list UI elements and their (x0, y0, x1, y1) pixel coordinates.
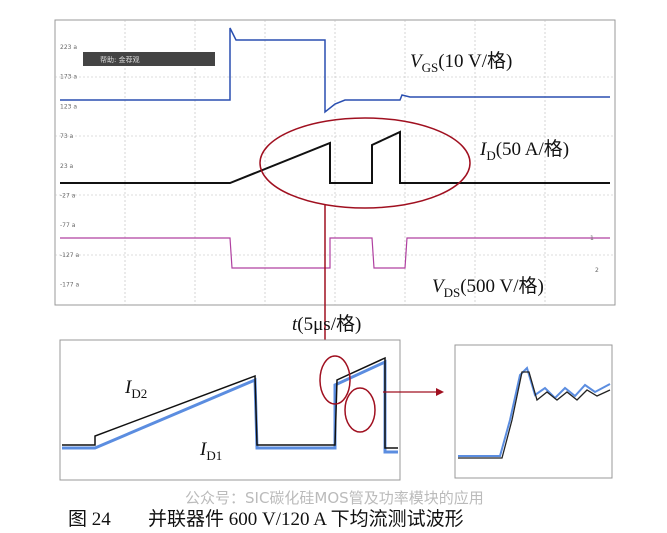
scale-label: -177 a (60, 282, 80, 289)
scale-label: -127 a (60, 252, 80, 259)
scale-label: -77 a (60, 222, 76, 229)
highlight-circle (319, 355, 351, 405)
scope-tag: 帮助: 金荐观 (100, 55, 140, 64)
id2-wave (62, 356, 398, 449)
caption-number: 图 24 (68, 509, 111, 530)
vgs-wave (60, 27, 610, 114)
time-label: t(5μs/格) (292, 313, 361, 335)
vds-wave (60, 237, 610, 269)
detail-wave-black (458, 371, 611, 459)
id2-label: ID2 (124, 377, 147, 401)
id1-label: ID1 (199, 439, 222, 463)
watermark: 公众号：SIC碳化硅MOS管及功率模块的应用 (185, 489, 484, 507)
detail-wave-blue (458, 366, 611, 457)
highlight-circle (344, 387, 376, 433)
marker: 2 (595, 267, 599, 274)
marker: 1 (590, 235, 594, 242)
scale-label: 223 a (60, 44, 77, 51)
id-label: ID(50 A/格) (479, 138, 569, 163)
caption: 并联器件 600 V/120 A 下均流测试波形 (148, 508, 464, 530)
id-wave (60, 130, 610, 184)
scale-label: -27 a (60, 193, 76, 200)
scale-label: 123 a (60, 103, 77, 110)
scale-label: 23 a (60, 163, 74, 170)
scale-label: 73 a (60, 133, 74, 140)
arrow-head (436, 388, 444, 396)
scope-grid (55, 20, 615, 305)
highlight-ellipse (259, 117, 471, 209)
scale-label: 173 a (60, 74, 77, 81)
vds-label: VDS(500 V/格) (432, 275, 544, 300)
vgs-label: VGS(10 V/格) (410, 50, 512, 75)
zoom-panel (59, 339, 401, 481)
scope-tag-box (83, 52, 215, 66)
